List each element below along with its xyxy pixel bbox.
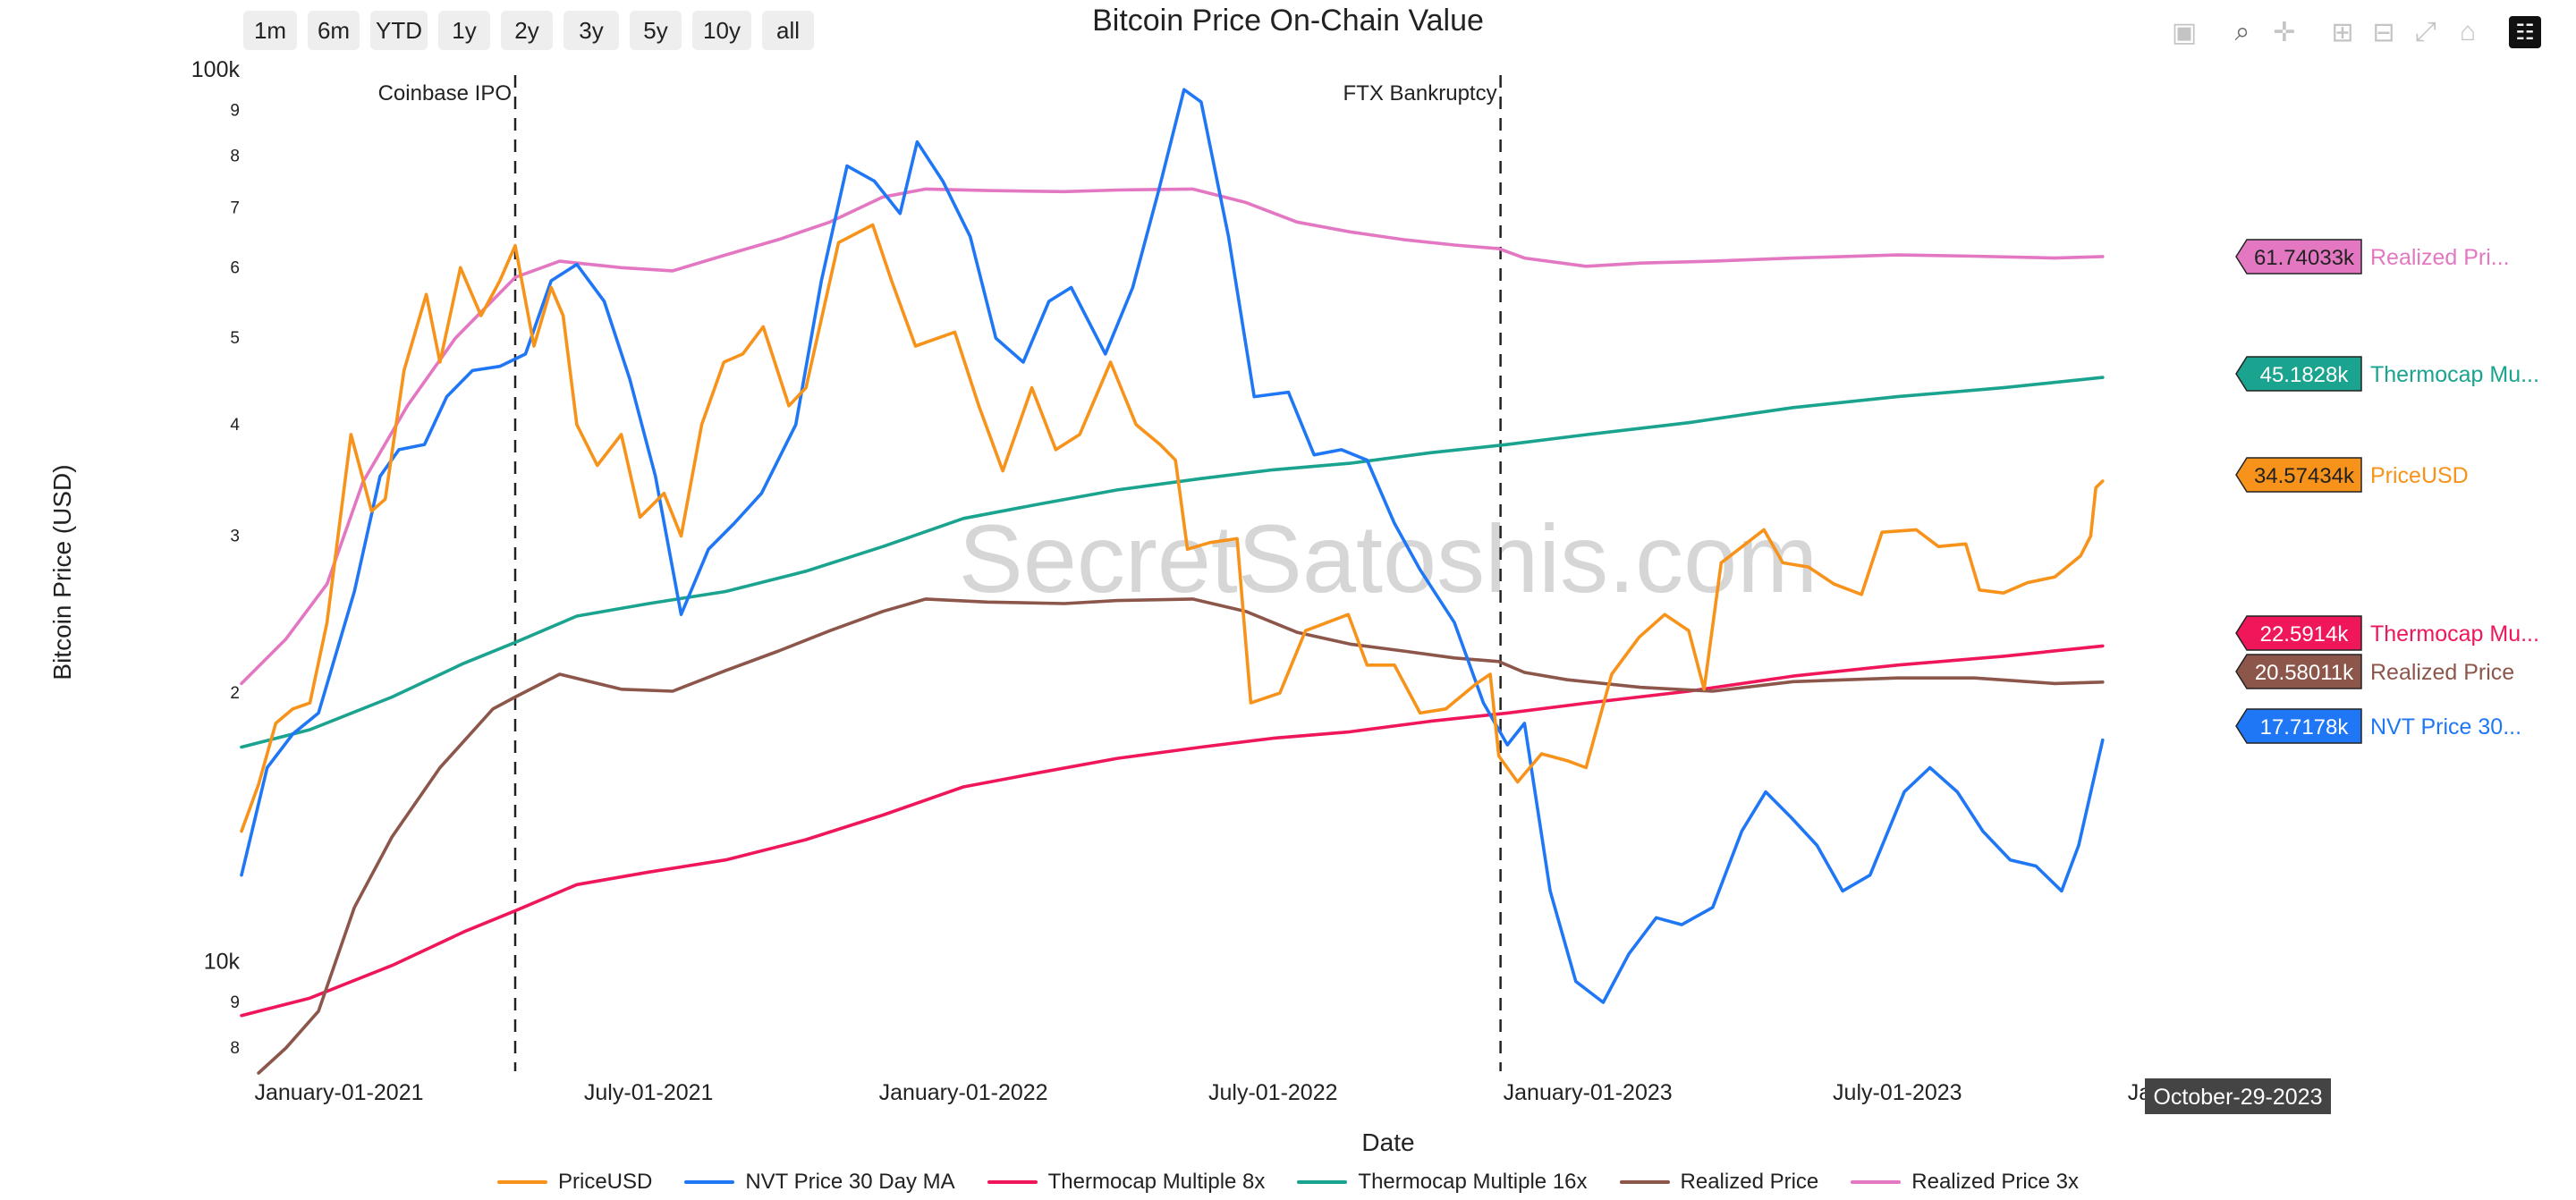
series-line-thermocap-multiple-16x[interactable] [240, 376, 2105, 749]
end-label-value: 61.74033k [2254, 246, 2355, 270]
legend-swatch [1619, 1180, 1670, 1184]
end-label-name: Thermocap Mu... [2370, 362, 2539, 387]
legend-swatch [987, 1180, 1038, 1184]
hover-date: October-29-2023 [2145, 1078, 2331, 1114]
y-tick-label: 9 [230, 993, 240, 1012]
legend-label: Realized Price 3x [1911, 1170, 2080, 1194]
x-axis-title: Date [1361, 1128, 1415, 1156]
end-label-name: Realized Pri... [2370, 245, 2510, 270]
range-button-1y[interactable]: 1y [438, 11, 490, 50]
range-button-1m[interactable]: 1m [243, 11, 297, 50]
camera-icon[interactable]: ▣ [2171, 17, 2198, 47]
zoom-icon[interactable]: ⌕ [2234, 17, 2250, 46]
range-button-3y[interactable]: 3y [564, 11, 619, 50]
y-tick-label: 8 [230, 1039, 240, 1058]
range-button-all[interactable]: all [762, 11, 814, 50]
legend-label: Thermocap Multiple 8x [1047, 1170, 1266, 1194]
series-line-realized-price[interactable] [257, 597, 2105, 1075]
end-label: 20.58011k Realized Price [2235, 654, 2514, 689]
range-button-5y[interactable]: 5y [630, 11, 682, 50]
annotation-label: Coinbase IPO [378, 81, 512, 106]
plotly-logo-icon[interactable]: ☷ [2509, 16, 2541, 48]
legend-label: PriceUSD [557, 1170, 653, 1194]
legend-item[interactable]: Thermocap Multiple 16x [1297, 1170, 1588, 1195]
end-label-name: Thermocap Mu... [2370, 621, 2539, 646]
autoscale-icon[interactable]: ⤢ [2415, 17, 2436, 46]
legend-item[interactable]: Realized Price [1619, 1170, 1819, 1195]
y-tick-label: 10k [204, 949, 241, 974]
y-tick-label: 7 [230, 199, 240, 217]
legend-label: Realized Price [1680, 1170, 1819, 1194]
end-labels: 34.57434k PriceUSD 17.7178k NVT Price 30...… [2235, 239, 2539, 744]
x-tick-label: January-01-2022 [879, 1080, 1048, 1105]
x-tick-label: July-01-2022 [1208, 1080, 1338, 1105]
x-tick-label: July-01-2021 [584, 1080, 714, 1105]
range-button-10y[interactable]: 10y [692, 11, 751, 50]
legend-label: Thermocap Multiple 16x [1358, 1170, 1588, 1194]
legend-swatch [684, 1180, 735, 1184]
end-label-name: PriceUSD [2370, 463, 2469, 488]
legend-item[interactable]: PriceUSD [496, 1170, 653, 1195]
legend-item[interactable]: NVT Price 30 Day MA [684, 1170, 955, 1195]
legend-item[interactable]: Realized Price 3x [1851, 1170, 2079, 1195]
y-tick-label: 3 [230, 528, 240, 546]
series-line-nvt-price-30-day-ma[interactable] [240, 88, 2105, 1004]
legend-swatch [1297, 1180, 1348, 1184]
y-tick-label: 8 [230, 148, 240, 166]
end-label-name: NVT Price 30... [2370, 714, 2521, 739]
y-tick-label: 2 [230, 684, 240, 703]
end-label: 17.7178k NVT Price 30... [2235, 708, 2521, 744]
legend-label: NVT Price 30 Day MA [745, 1170, 955, 1194]
end-label-value: 20.58011k [2255, 661, 2354, 685]
y-tick-label: 100k [191, 57, 241, 82]
end-label: 45.1828k Thermocap Mu... [2235, 356, 2539, 392]
y-tick-label: 6 [230, 258, 240, 277]
legend: PriceUSD NVT Price 30 Day MA Thermocap Mul… [0, 1170, 2576, 1195]
x-tick-label: January-01-2021 [255, 1080, 424, 1105]
axes: January-01-2021 July-01-2021 January-01-20… [191, 57, 2297, 1105]
pan-icon[interactable]: ✛ [2273, 17, 2296, 47]
chart-title: Bitcoin Price On-Chain Value [1092, 4, 1484, 38]
annotation-label: FTX Bankruptcy [1343, 81, 1497, 106]
legend-swatch [496, 1180, 547, 1184]
home-icon[interactable]: ⌂ [2459, 17, 2477, 46]
zoom-out-icon[interactable]: ⊟ [2372, 17, 2395, 47]
legend-swatch [1851, 1180, 1902, 1184]
y-tick-label: 9 [230, 102, 240, 121]
range-button-ytd[interactable]: YTD [370, 11, 428, 50]
x-tick-label: July-01-2023 [1833, 1080, 1962, 1105]
watermark: SecretSatoshis.com [959, 504, 1818, 613]
range-button-2y[interactable]: 2y [501, 11, 553, 50]
legend-item[interactable]: Thermocap Multiple 8x [987, 1170, 1266, 1195]
series-lines [240, 88, 2105, 1075]
annotations: Coinbase IPO FTX Bankruptcy [378, 75, 1502, 1071]
x-tick-label: January-01-2023 [1504, 1080, 1673, 1105]
zoom-in-icon[interactable]: ⊞ [2331, 17, 2354, 47]
end-label-value: 22.5914k [2260, 622, 2350, 646]
end-label: 22.5914k Thermocap Mu... [2235, 615, 2539, 651]
end-label-name: Realized Price [2370, 660, 2514, 685]
y-tick-label: 4 [230, 416, 240, 435]
hover-date-box [2145, 1078, 2331, 1114]
end-label-value: 34.57434k [2254, 464, 2355, 488]
end-label: 61.74033k Realized Pri... [2235, 239, 2510, 275]
y-tick-label: 5 [230, 329, 240, 348]
series-line-thermocap-multiple-8x[interactable] [240, 644, 2105, 1018]
end-label-value: 45.1828k [2260, 363, 2350, 387]
end-label: 34.57434k PriceUSD [2235, 457, 2469, 493]
y-axis-title: Bitcoin Price (USD) [48, 464, 76, 680]
end-label-value: 17.7178k [2260, 715, 2350, 739]
series-line-priceusd[interactable] [240, 223, 2105, 833]
range-button-6m[interactable]: 6m [308, 11, 360, 50]
hover-date-label: October-29-2023 [2153, 1085, 2322, 1110]
